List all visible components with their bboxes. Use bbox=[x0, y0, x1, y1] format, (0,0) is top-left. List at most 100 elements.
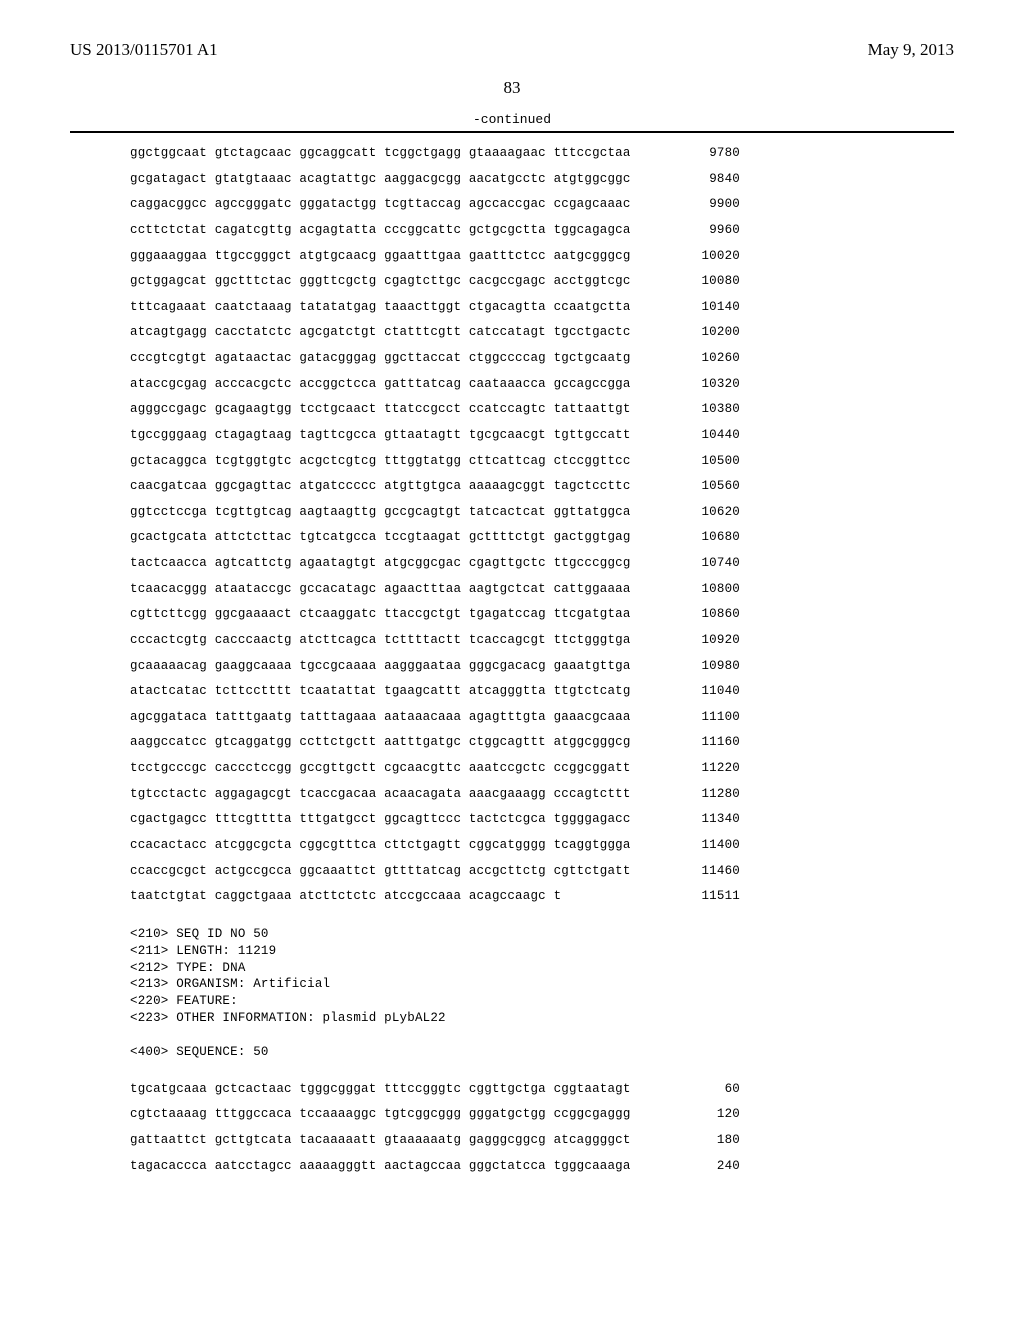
sequence-position: 10980 bbox=[685, 654, 740, 680]
sequence-text: agggccgagc gcagaagtgg tcctgcaact ttatccg… bbox=[130, 397, 685, 423]
sequence-text: ccaccgcgct actgccgcca ggcaaattct gttttat… bbox=[130, 859, 685, 885]
sequence-position: 10500 bbox=[685, 449, 740, 475]
sequence-listing-top: ggctggcaat gtctagcaac ggcaggcatt tcggctg… bbox=[130, 141, 954, 910]
sequence-text: tgcatgcaaa gctcactaac tgggcgggat tttccgg… bbox=[130, 1077, 685, 1103]
sequence-row: cgtctaaaag tttggccaca tccaaaaggc tgtcggc… bbox=[130, 1102, 954, 1128]
sequence-text: tgccgggaag ctagagtaag tagttcgcca gttaata… bbox=[130, 423, 685, 449]
sequence-text: tgtcctactc aggagagcgt tcaccgacaa acaacag… bbox=[130, 782, 685, 808]
page-number: 83 bbox=[70, 78, 954, 98]
sequence-text: cgtctaaaag tttggccaca tccaaaaggc tgtcggc… bbox=[130, 1102, 685, 1128]
sequence-row: tgcatgcaaa gctcactaac tgggcgggat tttccgg… bbox=[130, 1077, 954, 1103]
sequence-position: 120 bbox=[685, 1102, 740, 1128]
sequence-position: 10800 bbox=[685, 577, 740, 603]
sequence-position: 11040 bbox=[685, 679, 740, 705]
sequence-row: agcggataca tatttgaatg tatttagaaa aataaac… bbox=[130, 705, 954, 731]
sequence-position: 10200 bbox=[685, 320, 740, 346]
sequence-text: tttcagaaat caatctaaag tatatatgag taaactt… bbox=[130, 295, 685, 321]
sequence-row: gattaattct gcttgtcata tacaaaaatt gtaaaaa… bbox=[130, 1128, 954, 1154]
sequence-text: cgttcttcgg ggcgaaaact ctcaaggatc ttaccgc… bbox=[130, 602, 685, 628]
top-rule bbox=[70, 131, 954, 133]
sequence-text: ccacactacc atcggcgcta cggcgtttca cttctga… bbox=[130, 833, 685, 859]
sequence-row: gctggagcat ggctttctac gggttcgctg cgagtct… bbox=[130, 269, 954, 295]
sequence-row: gggaaaggaa ttgccgggct atgtgcaacg ggaattt… bbox=[130, 244, 954, 270]
sequence-row: cgttcttcgg ggcgaaaact ctcaaggatc ttaccgc… bbox=[130, 602, 954, 628]
sequence-position: 11160 bbox=[685, 730, 740, 756]
sequence-position: 11460 bbox=[685, 859, 740, 885]
continued-label: -continued bbox=[70, 112, 954, 127]
sequence-position: 11280 bbox=[685, 782, 740, 808]
sequence-position: 9900 bbox=[685, 192, 740, 218]
sequence-metadata: <210> SEQ ID NO 50 <211> LENGTH: 11219 <… bbox=[130, 926, 954, 1061]
sequence-row: tgtcctactc aggagagcgt tcaccgacaa acaacag… bbox=[130, 782, 954, 808]
sequence-row: ggctggcaat gtctagcaac ggcaggcatt tcggctg… bbox=[130, 141, 954, 167]
sequence-text: ccttctctat cagatcgttg acgagtatta cccggca… bbox=[130, 218, 685, 244]
sequence-text: caacgatcaa ggcgagttac atgatccccc atgttgt… bbox=[130, 474, 685, 500]
sequence-text: ataccgcgag acccacgctc accggctcca gatttat… bbox=[130, 372, 685, 398]
sequence-position: 10560 bbox=[685, 474, 740, 500]
sequence-position: 10860 bbox=[685, 602, 740, 628]
sequence-text: tactcaacca agtcattctg agaatagtgt atgcggc… bbox=[130, 551, 685, 577]
sequence-position: 11340 bbox=[685, 807, 740, 833]
sequence-text: ggctggcaat gtctagcaac ggcaggcatt tcggctg… bbox=[130, 141, 685, 167]
sequence-position: 10620 bbox=[685, 500, 740, 526]
sequence-position: 10680 bbox=[685, 525, 740, 551]
sequence-row: tttcagaaat caatctaaag tatatatgag taaactt… bbox=[130, 295, 954, 321]
sequence-position: 10140 bbox=[685, 295, 740, 321]
sequence-row: ccttctctat cagatcgttg acgagtatta cccggca… bbox=[130, 218, 954, 244]
sequence-row: atcagtgagg cacctatctc agcgatctgt ctatttc… bbox=[130, 320, 954, 346]
sequence-position: 10380 bbox=[685, 397, 740, 423]
sequence-text: gcaaaaacag gaaggcaaaa tgccgcaaaa aagggaa… bbox=[130, 654, 685, 680]
sequence-row: agggccgagc gcagaagtgg tcctgcaact ttatccg… bbox=[130, 397, 954, 423]
sequence-row: cgactgagcc tttcgtttta tttgatgcct ggcagtt… bbox=[130, 807, 954, 833]
sequence-row: ccaccgcgct actgccgcca ggcaaattct gttttat… bbox=[130, 859, 954, 885]
sequence-text: tcctgcccgc caccctccgg gccgttgctt cgcaacg… bbox=[130, 756, 685, 782]
sequence-text: gcactgcata attctcttac tgtcatgcca tccgtaa… bbox=[130, 525, 685, 551]
sequence-row: aaggccatcc gtcaggatgg ccttctgctt aatttga… bbox=[130, 730, 954, 756]
sequence-row: gctacaggca tcgtggtgtc acgctcgtcg tttggta… bbox=[130, 449, 954, 475]
sequence-text: tagacaccca aatcctagcc aaaaagggtt aactagc… bbox=[130, 1154, 685, 1180]
sequence-position: 60 bbox=[685, 1077, 740, 1103]
sequence-text: atactcatac tcttcctttt tcaatattat tgaagca… bbox=[130, 679, 685, 705]
sequence-position: 9780 bbox=[685, 141, 740, 167]
sequence-listing-bottom: tgcatgcaaa gctcactaac tgggcgggat tttccgg… bbox=[130, 1077, 954, 1180]
sequence-text: cccgtcgtgt agataactac gatacgggag ggcttac… bbox=[130, 346, 685, 372]
sequence-row: ataccgcgag acccacgctc accggctcca gatttat… bbox=[130, 372, 954, 398]
pub-date: May 9, 2013 bbox=[868, 40, 954, 60]
sequence-row: ccacactacc atcggcgcta cggcgtttca cttctga… bbox=[130, 833, 954, 859]
sequence-position: 11100 bbox=[685, 705, 740, 731]
sequence-row: ggtcctccga tcgttgtcag aagtaagttg gccgcag… bbox=[130, 500, 954, 526]
sequence-position: 11400 bbox=[685, 833, 740, 859]
sequence-row: gcaaaaacag gaaggcaaaa tgccgcaaaa aagggaa… bbox=[130, 654, 954, 680]
sequence-text: cgactgagcc tttcgtttta tttgatgcct ggcagtt… bbox=[130, 807, 685, 833]
sequence-text: caggacggcc agccgggatc gggatactgg tcgttac… bbox=[130, 192, 685, 218]
page-header: US 2013/0115701 A1 May 9, 2013 bbox=[70, 40, 954, 60]
sequence-position: 10260 bbox=[685, 346, 740, 372]
sequence-text: gctggagcat ggctttctac gggttcgctg cgagtct… bbox=[130, 269, 685, 295]
sequence-text: gcgatagact gtatgtaaac acagtattgc aaggacg… bbox=[130, 167, 685, 193]
sequence-text: ggtcctccga tcgttgtcag aagtaagttg gccgcag… bbox=[130, 500, 685, 526]
sequence-row: atactcatac tcttcctttt tcaatattat tgaagca… bbox=[130, 679, 954, 705]
sequence-position: 9840 bbox=[685, 167, 740, 193]
sequence-position: 9960 bbox=[685, 218, 740, 244]
sequence-text: atcagtgagg cacctatctc agcgatctgt ctatttc… bbox=[130, 320, 685, 346]
sequence-position: 10740 bbox=[685, 551, 740, 577]
sequence-row: tgccgggaag ctagagtaag tagttcgcca gttaata… bbox=[130, 423, 954, 449]
sequence-position: 10020 bbox=[685, 244, 740, 270]
sequence-text: gctacaggca tcgtggtgtc acgctcgtcg tttggta… bbox=[130, 449, 685, 475]
sequence-row: tagacaccca aatcctagcc aaaaagggtt aactagc… bbox=[130, 1154, 954, 1180]
sequence-position: 180 bbox=[685, 1128, 740, 1154]
sequence-row: cccactcgtg cacccaactg atcttcagca tctttta… bbox=[130, 628, 954, 654]
sequence-position: 11220 bbox=[685, 756, 740, 782]
sequence-text: taatctgtat caggctgaaa atcttctctc atccgcc… bbox=[130, 884, 685, 910]
sequence-row: caggacggcc agccgggatc gggatactgg tcgttac… bbox=[130, 192, 954, 218]
sequence-row: taatctgtat caggctgaaa atcttctctc atccgcc… bbox=[130, 884, 954, 910]
page: US 2013/0115701 A1 May 9, 2013 83 -conti… bbox=[0, 0, 1024, 1320]
sequence-position: 10080 bbox=[685, 269, 740, 295]
sequence-text: cccactcgtg cacccaactg atcttcagca tctttta… bbox=[130, 628, 685, 654]
sequence-position: 11511 bbox=[685, 884, 740, 910]
sequence-row: tcctgcccgc caccctccgg gccgttgctt cgcaacg… bbox=[130, 756, 954, 782]
sequence-text: tcaacacggg ataataccgc gccacatagc agaactt… bbox=[130, 577, 685, 603]
sequence-text: gattaattct gcttgtcata tacaaaaatt gtaaaaa… bbox=[130, 1128, 685, 1154]
sequence-row: tcaacacggg ataataccgc gccacatagc agaactt… bbox=[130, 577, 954, 603]
pub-number: US 2013/0115701 A1 bbox=[70, 40, 218, 60]
